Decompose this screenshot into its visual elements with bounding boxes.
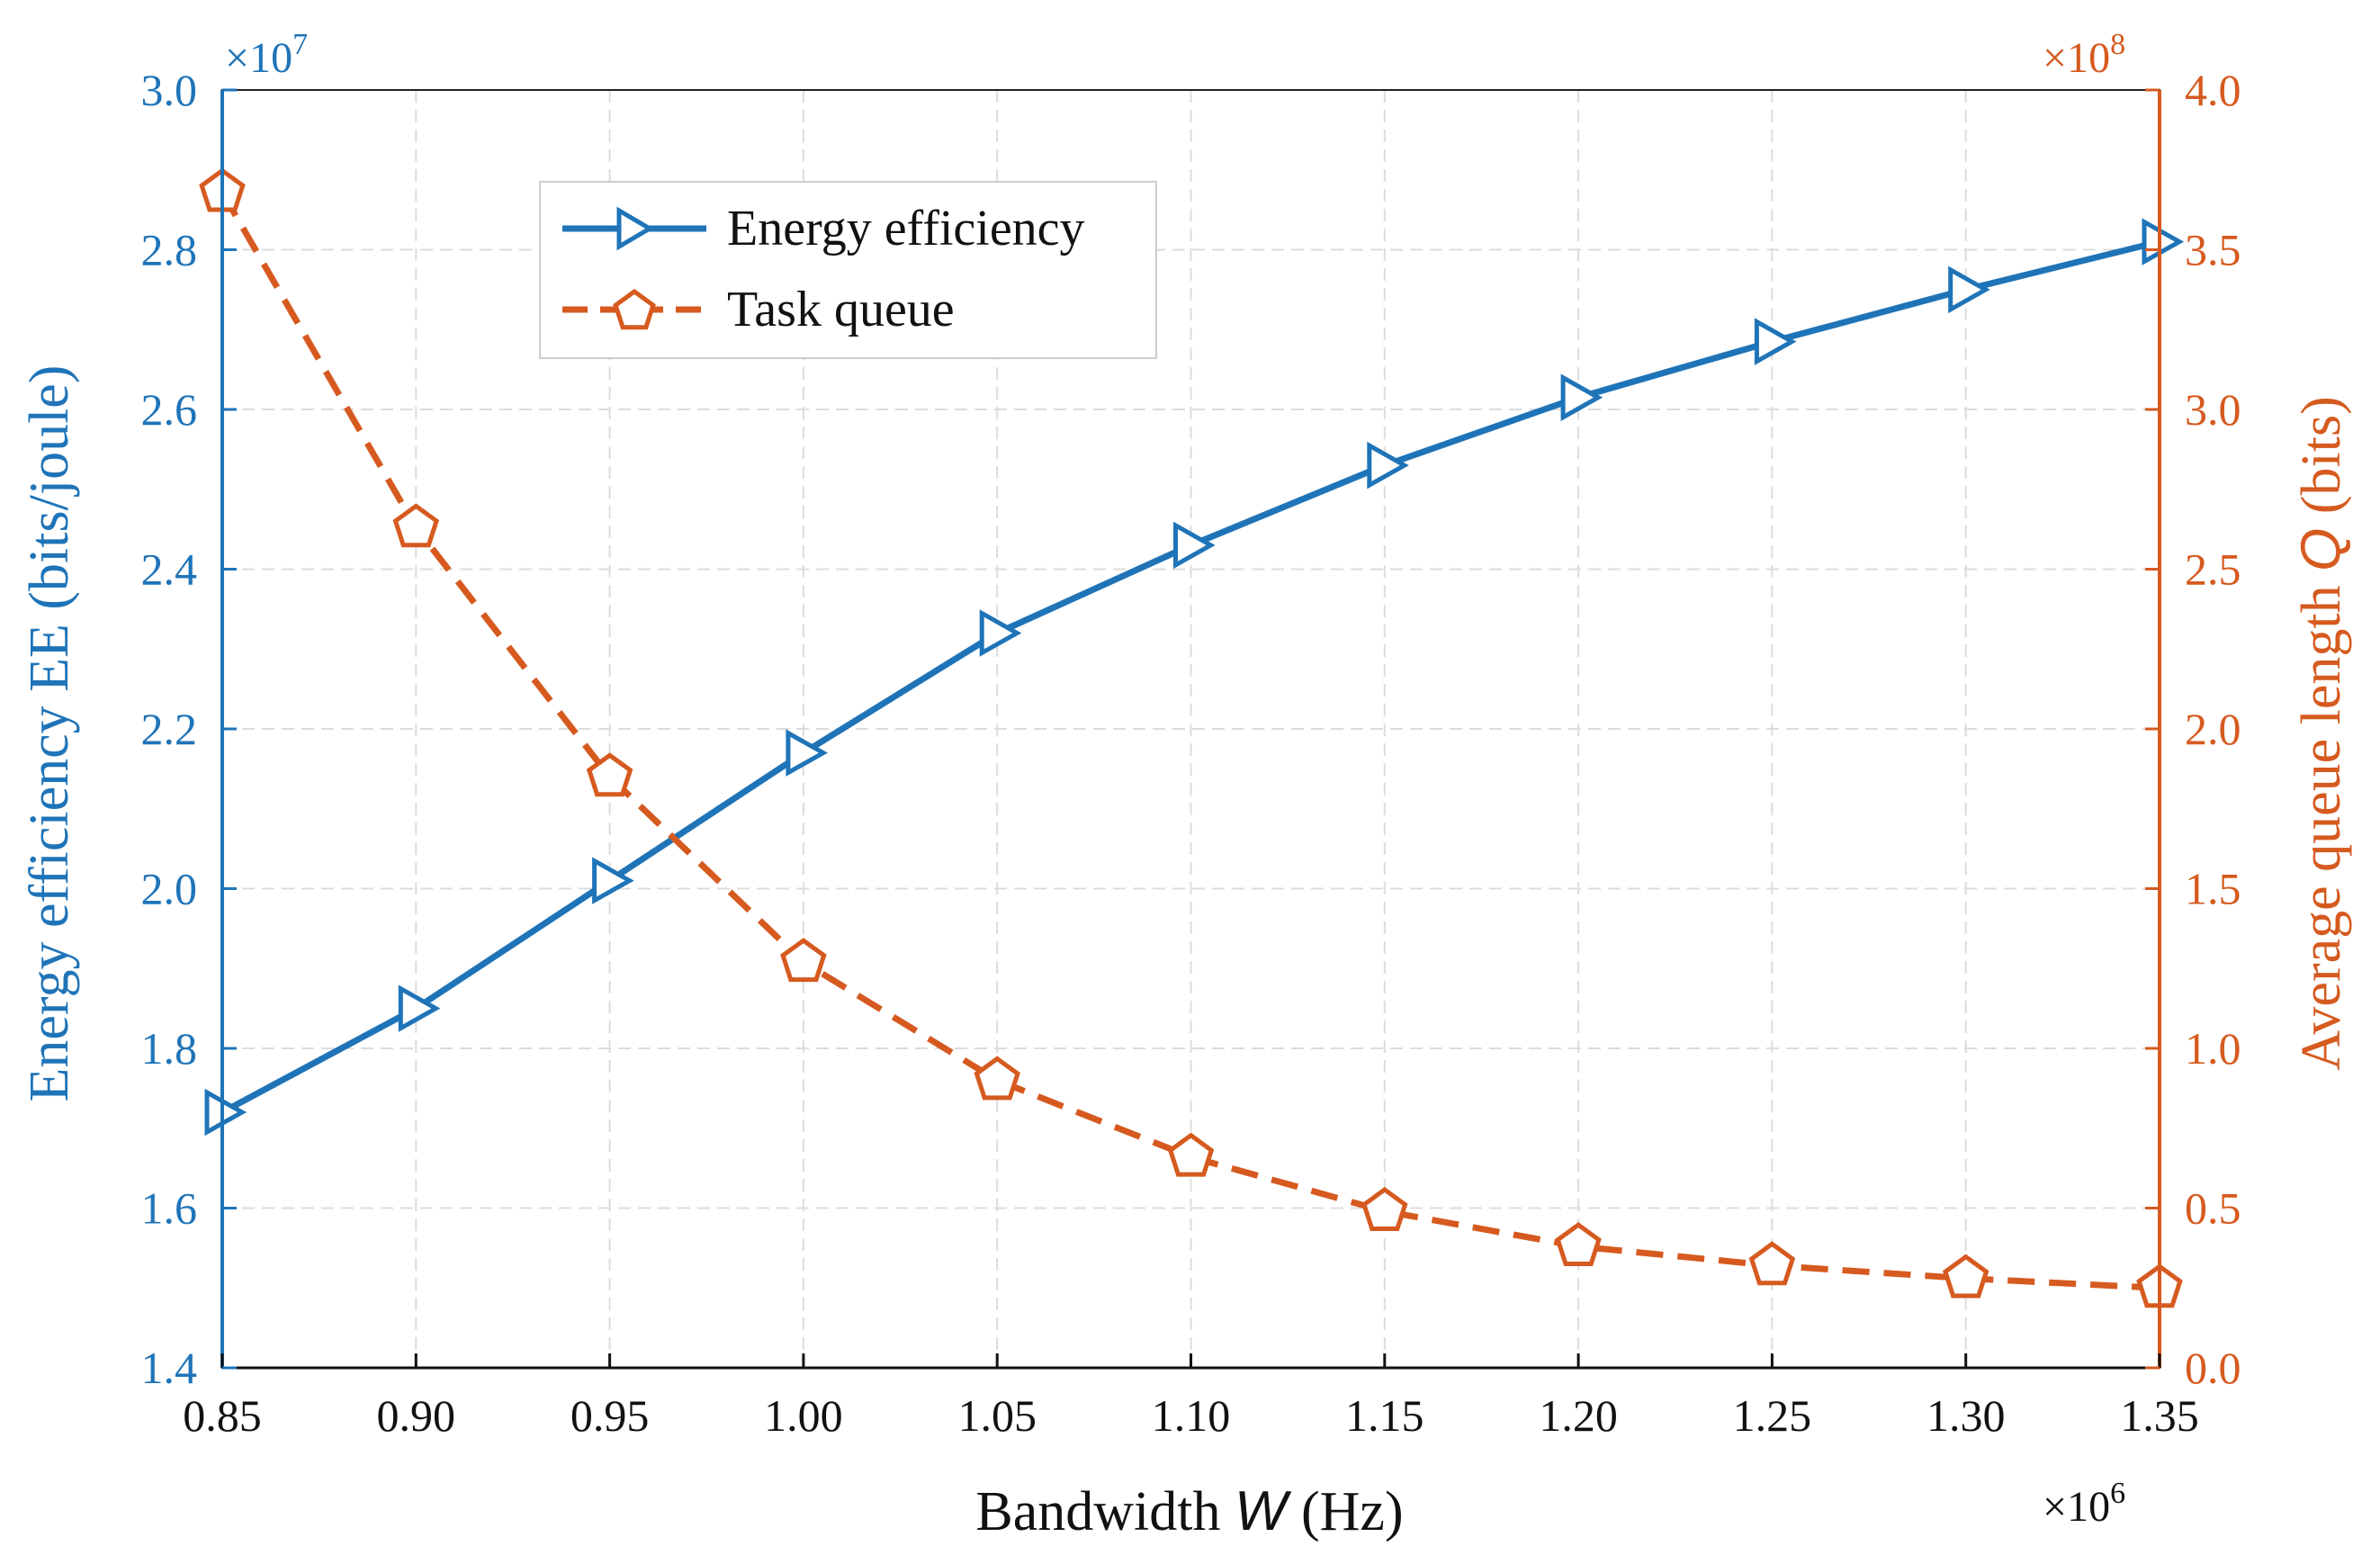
x-tick-label-0: 0.85 [183, 1390, 262, 1441]
right-tick-label-1: 0.5 [2185, 1183, 2241, 1234]
data-point-task-queue-1 [392, 503, 440, 548]
x-tick-label-3: 1.00 [764, 1390, 843, 1441]
data-point-task-queue-4 [974, 1056, 1020, 1101]
data-point-task-queue-6 [1361, 1186, 1408, 1231]
left-tick-label-8: 3.0 [141, 65, 198, 115]
left-tick-label-0: 1.4 [141, 1343, 198, 1393]
right-tick-label-8: 4.0 [2185, 65, 2241, 115]
left-tick-label-7: 2.8 [141, 225, 198, 275]
left-axis-exponent: ×107 [225, 28, 308, 82]
legend-label-task-queue: Task queue [727, 282, 955, 337]
right-tick-label-5: 2.5 [2185, 544, 2241, 595]
legend: Energy efficiency Task queue [539, 181, 1157, 359]
x-tick-label-4: 1.05 [957, 1390, 1037, 1441]
left-tick-label-2: 1.8 [141, 1023, 198, 1074]
data-point-task-queue-7 [1555, 1222, 1602, 1266]
series-line-task-queue [219, 190, 2160, 1291]
x-tick-label-8: 1.25 [1733, 1390, 1812, 1441]
right-tick-label-0: 0.0 [2185, 1343, 2241, 1393]
legend-marker-energy-efficiency [616, 206, 654, 251]
left-tick-label-3: 2.0 [141, 864, 198, 914]
right-tick-label-7: 3.5 [2185, 225, 2241, 275]
right-tick-label-2: 1.0 [2185, 1023, 2241, 1074]
left-tick-label-6: 2.6 [141, 384, 198, 435]
left-axis-label: Energy efficiency EE (bits/joule) [19, 365, 80, 1102]
x-tick-label-5: 1.10 [1152, 1390, 1231, 1441]
left-tick-label-5: 2.4 [141, 544, 198, 595]
data-point-energy-efficiency-9 [1948, 265, 1990, 314]
x-tick-label-6: 1.15 [1345, 1390, 1424, 1441]
series-energy-efficiency [204, 218, 2185, 1137]
legend-label-energy-efficiency: Energy efficiency [727, 201, 1085, 256]
data-point-energy-efficiency-1 [398, 984, 441, 1032]
data-point-energy-efficiency-7 [1560, 373, 1603, 421]
right-tick-label-4: 2.0 [2185, 704, 2241, 754]
left-tick-label-1: 1.6 [141, 1183, 198, 1234]
x-axis-exponent: ×106 [2043, 1477, 2125, 1531]
data-point-task-queue-2 [586, 752, 633, 797]
x-tick-label-1: 0.90 [377, 1390, 456, 1441]
right-axis-exponent: ×108 [2043, 28, 2125, 82]
x-tick-label-10: 1.35 [2120, 1390, 2199, 1441]
left-tick-label-4: 2.2 [141, 704, 198, 754]
series-task-queue [199, 167, 2183, 1308]
right-tick-label-3: 1.5 [2185, 864, 2241, 914]
data-point-energy-efficiency-10 [2142, 218, 2185, 265]
data-point-task-queue-3 [780, 938, 827, 983]
data-point-energy-efficiency-6 [1367, 441, 1409, 490]
x-tick-label-2: 0.95 [570, 1390, 650, 1441]
data-point-energy-efficiency-4 [979, 609, 1022, 657]
right-axis-label: Average queue length Q (bits) [2290, 396, 2352, 1071]
data-point-energy-efficiency-5 [1173, 521, 1216, 570]
right-tick-label-6: 3.0 [2185, 384, 2241, 435]
x-tick-label-9: 1.30 [1926, 1390, 2006, 1441]
x-axis-label: Bandwidth W (Hz) [975, 1480, 1403, 1542]
data-point-task-queue-9 [1942, 1254, 1989, 1299]
data-point-energy-efficiency-0 [204, 1088, 247, 1137]
data-point-task-queue-5 [1167, 1132, 1215, 1177]
data-point-energy-efficiency-8 [1754, 318, 1797, 365]
axes-layer: 0.85 0.90 0.95 1.00 1.05 1.10 1.15 1.20 1.25 1.30… [141, 65, 2241, 1441]
legend-marker-task-queue [613, 288, 656, 330]
series-layer [199, 167, 2185, 1308]
data-point-task-queue-8 [1748, 1241, 1796, 1286]
x-tick-label-7: 1.20 [1539, 1390, 1618, 1441]
data-point-energy-efficiency-3 [786, 729, 828, 777]
data-point-energy-efficiency-2 [592, 857, 634, 904]
